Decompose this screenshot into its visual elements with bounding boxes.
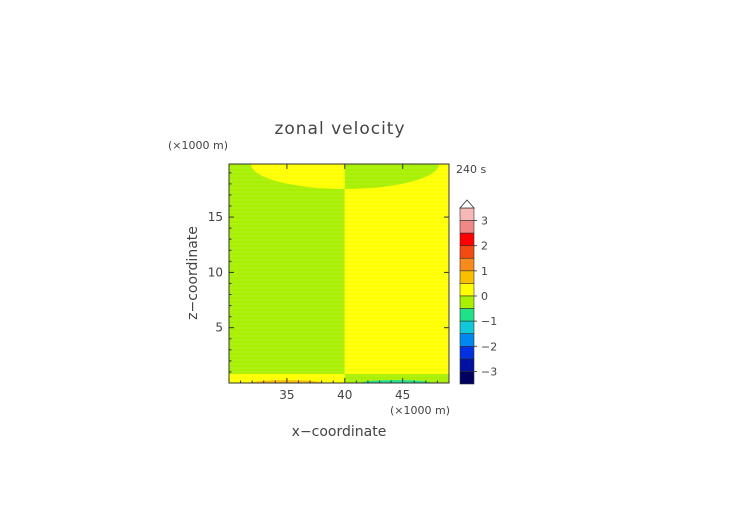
colorbar-tick-label: 0 — [481, 290, 488, 303]
colorbar-tick-label: 1 — [481, 265, 488, 278]
x-axis: 35 40 45 — [240, 164, 450, 402]
colorbar-band — [459, 257, 475, 272]
colorbar-band — [459, 333, 475, 347]
colorbar-band — [459, 358, 475, 372]
colorbar-tick-label: 3 — [481, 215, 488, 228]
colorbar-tick-label: −2 — [481, 340, 497, 353]
colorbar-band — [459, 308, 475, 322]
top-cap-left — [251, 164, 345, 189]
colorbar-extend-arrow — [459, 199, 475, 209]
colorbar-band — [459, 270, 475, 284]
x-tick-label: 35 — [279, 388, 294, 402]
y-unit-label: (×1000 m) — [168, 139, 228, 152]
colorbar-band — [459, 283, 475, 297]
x-tick-label: 40 — [337, 388, 352, 402]
colorbar: 3 2 1 0 −1 −2 −3 — [459, 199, 497, 385]
y-axis-label: z−coordinate — [185, 226, 201, 320]
y-tick-label: 5 — [215, 321, 223, 335]
x-axis-label: x−coordinate — [292, 424, 387, 440]
colorbar-tick-label: −1 — [481, 315, 497, 328]
y-tick-label: 10 — [208, 265, 223, 279]
plot-frame — [228, 163, 450, 384]
x-unit-label: (×1000 m) — [390, 404, 450, 417]
colorbar-tick-label: 2 — [481, 240, 488, 253]
top-cap-right — [344, 164, 439, 189]
field-region-right — [344, 164, 449, 383]
plot-area — [228, 163, 450, 384]
colorbar-band — [459, 207, 475, 221]
colorbar-band — [459, 232, 475, 247]
y-tick-label: 15 — [208, 210, 223, 224]
bottom-layer-right — [344, 374, 449, 383]
field-stripes — [229, 167, 449, 381]
colorbar-band — [459, 320, 475, 335]
y-axis: 5 10 15 — [208, 172, 449, 373]
x-tick-label: 45 — [395, 388, 410, 402]
colorbar-band — [459, 371, 475, 385]
bottom-blob-right — [359, 380, 433, 383]
colorbar-band — [459, 245, 475, 259]
colorbar-band — [459, 345, 475, 360]
colorbar-band — [459, 220, 475, 234]
chart-title: zonal velocity — [274, 119, 405, 139]
colorbar-band — [459, 295, 475, 309]
field-region-left — [229, 164, 345, 383]
time-label: 240 s — [456, 163, 486, 176]
colorbar-tick-label: −3 — [481, 365, 497, 378]
